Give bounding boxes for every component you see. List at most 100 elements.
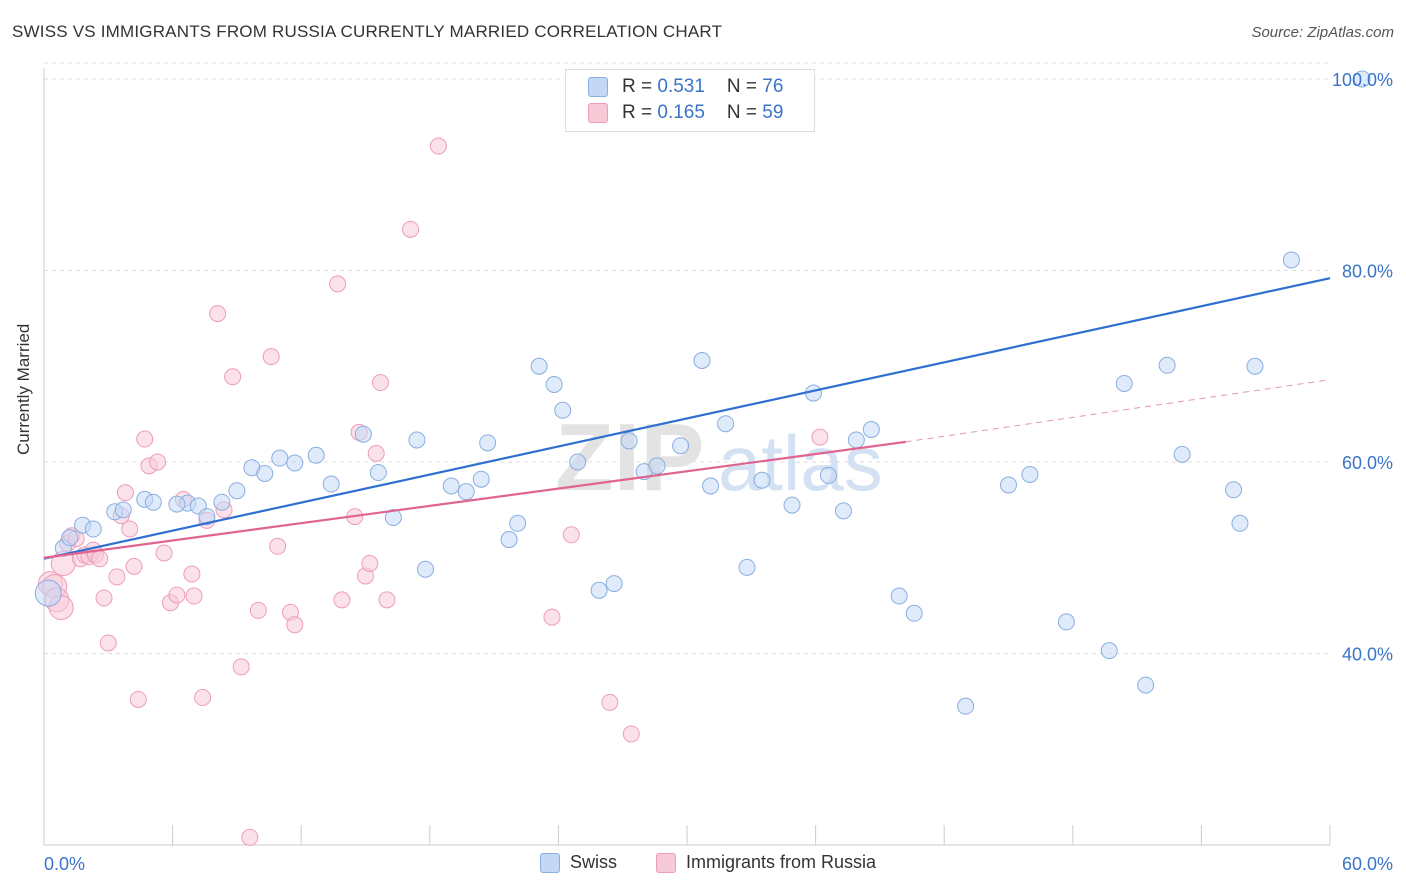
swiss-point-68 <box>1353 70 1371 88</box>
swiss-point-44 <box>717 415 735 433</box>
russia-point-40 <box>269 537 287 555</box>
tick-labels: 40.0% 60.0% 80.0% 100.0% 0.0% 60.0% <box>44 70 1393 874</box>
swiss-point-25 <box>417 560 435 578</box>
swiss-point-36 <box>590 581 608 599</box>
russia-point-37 <box>241 828 259 846</box>
series-legend: Swiss Immigrants from Russia <box>0 852 1406 876</box>
swiss-point-38 <box>620 432 638 450</box>
swiss-point-63 <box>1173 445 1191 463</box>
swiss-point-12 <box>198 508 216 526</box>
russia-point-27 <box>168 586 186 604</box>
swiss-point-50 <box>834 502 852 520</box>
swiss-point-23 <box>384 509 402 527</box>
swiss-point-62 <box>1158 356 1176 374</box>
russia-regression-extension <box>905 379 1331 443</box>
russia-point-53 <box>429 137 447 155</box>
russia-point-50 <box>372 374 390 392</box>
swiss-point-41 <box>672 437 690 455</box>
russia-n-label: N = <box>726 102 763 123</box>
chart-title: SWISS VS IMMIGRANTS FROM RUSSIA CURRENTL… <box>12 22 723 41</box>
swiss-point-52 <box>862 420 880 438</box>
swiss-point-54 <box>905 604 923 622</box>
swiss-point-58 <box>1057 613 1075 631</box>
swiss-point-20 <box>322 475 340 493</box>
russia-point-44 <box>333 591 351 609</box>
russia-swatch <box>588 103 608 123</box>
swiss-point-53 <box>890 587 908 605</box>
swiss-point-14 <box>228 482 246 500</box>
russia-point-21 <box>129 690 147 708</box>
russia-point-16 <box>108 568 126 586</box>
russia-point-58 <box>811 428 829 446</box>
russia-point-24 <box>149 453 167 471</box>
regression-lines <box>43 277 1331 560</box>
swiss-point-8 <box>144 493 162 511</box>
swiss-point-56 <box>1000 476 1017 494</box>
legend-label-swiss: Swiss <box>570 852 618 872</box>
swiss-n-label: N = <box>726 76 763 97</box>
swiss-point-40 <box>648 457 666 475</box>
swiss-point-27 <box>457 483 475 501</box>
russia-point-56 <box>601 693 619 711</box>
swiss-point-2 <box>61 529 79 547</box>
russia-point-33 <box>209 305 227 323</box>
swiss-point-37 <box>605 575 623 593</box>
swiss-point-17 <box>271 449 289 467</box>
swiss-point-66 <box>1246 357 1264 375</box>
swiss-point-18 <box>286 454 304 472</box>
russia-point-57 <box>622 725 640 743</box>
russia-point-13 <box>91 550 109 568</box>
russia-point-14 <box>95 589 113 607</box>
legend-row-russia: R = 0.165 N = 59 <box>588 102 783 124</box>
swiss-point-47 <box>783 496 801 514</box>
swiss-point-24 <box>408 431 426 449</box>
russia-point-48 <box>361 554 379 572</box>
swiss-point-64 <box>1225 481 1243 499</box>
russia-point-52 <box>402 220 420 238</box>
y-axis-label: Currently Married <box>14 323 33 455</box>
swiss-point-61 <box>1137 676 1155 694</box>
legend-swatch-russia <box>656 852 676 873</box>
russia-point-54 <box>543 608 561 626</box>
swiss-point-33 <box>545 375 563 393</box>
legend-label-russia: Immigrants from Russia <box>686 852 877 872</box>
russia-point-15 <box>99 634 117 652</box>
swiss-point-4 <box>84 520 102 538</box>
swiss-point-42 <box>693 352 711 370</box>
russia-point-31 <box>194 689 212 707</box>
russia-point-43 <box>329 275 347 293</box>
swiss-point-59 <box>1100 642 1118 660</box>
grid-lines <box>44 62 1330 654</box>
swiss-r-label: R = <box>622 76 658 97</box>
swiss-point-22 <box>369 464 387 482</box>
legend-item-russia[interactable]: Immigrants from Russia <box>656 852 876 873</box>
y-tick-label-60: 60.0% <box>1342 453 1393 473</box>
swiss-point-10 <box>168 495 186 513</box>
swiss-point-51 <box>847 431 865 449</box>
swiss-point-57 <box>1021 465 1039 483</box>
y-tick-label-100: 100.0% <box>1332 70 1393 90</box>
swiss-point-46 <box>753 471 771 489</box>
legend-item-swiss[interactable]: Swiss <box>540 852 617 873</box>
swiss-point-0 <box>34 579 62 607</box>
swiss-point-6 <box>114 501 132 519</box>
russia-point-22 <box>136 430 154 448</box>
swiss-point-67 <box>1282 251 1300 269</box>
russia-point-38 <box>249 601 267 619</box>
swiss-point-65 <box>1231 514 1249 532</box>
swiss-point-21 <box>354 425 372 443</box>
russia-point-51 <box>378 591 396 609</box>
axes <box>43 68 1331 846</box>
swiss-point-55 <box>957 697 975 715</box>
russia-point-49 <box>367 444 385 462</box>
russia-point-29 <box>183 565 201 583</box>
legend-row-swiss: R = 0.531 N = 76 <box>588 76 783 98</box>
y-tick-label-80: 80.0% <box>1342 262 1393 282</box>
russia-point-42 <box>286 616 304 634</box>
swiss-point-60 <box>1115 374 1133 392</box>
russia-point-39 <box>262 348 280 366</box>
swiss-point-30 <box>500 531 518 549</box>
russia-r-label: R = <box>622 102 658 123</box>
swiss-point-28 <box>472 470 490 488</box>
